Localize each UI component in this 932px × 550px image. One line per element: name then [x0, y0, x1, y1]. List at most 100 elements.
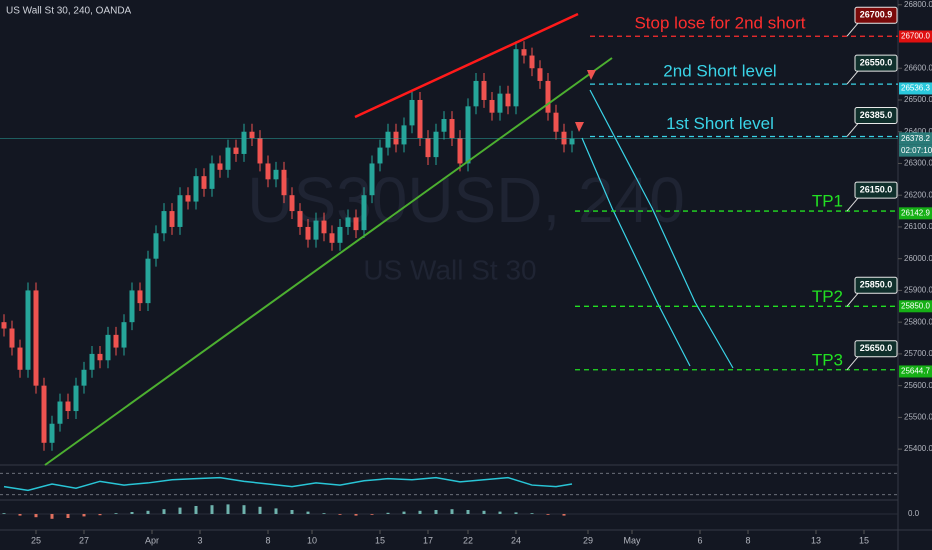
y-tick-label: 26500.0: [904, 95, 932, 104]
candle-body: [265, 163, 271, 180]
candle-body: [353, 217, 359, 231]
histogram-bar: [114, 513, 118, 514]
x-tick-label: 3: [197, 535, 202, 545]
histogram-bar: [162, 509, 166, 514]
sell-marker: [587, 70, 596, 80]
histogram-bar: [82, 514, 86, 517]
candle-body: [369, 163, 375, 196]
projection-path: [581, 137, 691, 367]
candle-body: [169, 211, 175, 227]
x-tick-label: 6: [697, 535, 702, 545]
histogram-bar: [322, 513, 326, 514]
candle-body: [553, 112, 559, 132]
x-tick-label: 24: [511, 535, 521, 545]
level-box-label: 26385.0: [860, 110, 893, 120]
level-box-label: 25650.0: [860, 343, 893, 353]
level-name: Stop lose for 2nd short: [634, 14, 805, 33]
price-badge-label: 25850.0: [901, 301, 930, 310]
price-badge: [899, 30, 932, 43]
level-box: [854, 6, 898, 24]
histogram-bar: [498, 511, 502, 514]
watermark: US30USD, 240: [247, 164, 685, 236]
candle-body: [177, 195, 183, 227]
price-badge: [899, 132, 932, 145]
candle-body: [145, 258, 151, 304]
chart-title: US Wall St 30, 240, OANDA: [6, 6, 132, 17]
level-box-label: 25850.0: [860, 280, 893, 290]
candle-body: [401, 125, 407, 145]
candle-body: [185, 195, 191, 202]
histogram-bar: [178, 507, 182, 514]
candle-body: [49, 423, 55, 443]
candle-body: [129, 290, 135, 323]
y-tick-label: 26400.0: [904, 127, 932, 136]
candle-body: [209, 163, 215, 189]
candle-body: [457, 138, 463, 164]
histogram-bar: [146, 510, 150, 514]
level-connector: [846, 197, 859, 212]
histogram-bar: [210, 505, 214, 514]
candle-body: [345, 217, 351, 227]
candle-body: [281, 169, 287, 196]
y-tick-label: 25800.0: [904, 317, 932, 326]
candle-body: [273, 169, 279, 180]
level-name: 2nd Short level: [663, 62, 776, 81]
x-tick-label: 10: [307, 535, 317, 545]
candle-body: [489, 99, 495, 113]
candle-body: [1, 322, 7, 329]
candle-body: [409, 99, 415, 126]
level-name: TP1: [812, 192, 843, 211]
support-trendline: [44, 57, 613, 466]
candle-body: [113, 334, 119, 348]
x-tick-label: 27: [79, 535, 89, 545]
candle-body: [425, 138, 431, 158]
y-tick-label: 25600.0: [904, 381, 932, 390]
candle-body: [105, 334, 111, 361]
level-name: TP2: [812, 287, 843, 306]
level-connector: [846, 356, 859, 371]
marks: [0, 41, 898, 451]
x-tick-label: May: [623, 535, 641, 545]
histogram-bar: [98, 514, 102, 516]
histogram-bar: [530, 513, 534, 514]
x-tick-label: 8: [745, 535, 750, 545]
histogram-bar: [338, 514, 342, 515]
candle-body: [497, 93, 503, 113]
histogram-bar: [418, 510, 422, 514]
price-badge-label: 26700.0: [901, 32, 930, 41]
x-tick-label: 22: [463, 535, 473, 545]
price-badge: [899, 300, 932, 313]
watermark-subtitle: US Wall St 30: [363, 254, 536, 285]
level-name: TP3: [812, 350, 843, 369]
histogram-bar: [514, 512, 518, 514]
histogram-bar: [258, 506, 262, 514]
y-tick-label: 26300.0: [904, 159, 932, 168]
price-badge: [899, 365, 932, 378]
candle-body: [41, 385, 47, 443]
price-badge-label: 26536.3: [901, 84, 930, 93]
candle-body: [481, 80, 487, 100]
candle-body: [161, 211, 167, 234]
histogram-bar: [370, 514, 374, 515]
x-tick-label: 15: [375, 535, 385, 545]
countdown-badge: [899, 144, 932, 157]
candle-body: [201, 176, 207, 189]
x-tick-label: 15: [859, 535, 869, 545]
candle-body: [465, 106, 471, 164]
level-box-label: 26150.0: [860, 184, 893, 194]
candle-body: [241, 131, 247, 154]
level-connector: [846, 70, 859, 85]
histogram-bar: [226, 504, 230, 514]
candle-body: [545, 80, 551, 113]
candle-body: [329, 233, 335, 243]
oscillator-line: [3, 476, 573, 492]
price-badge-label: 25644.7: [901, 367, 930, 376]
candle-body: [57, 401, 63, 424]
level-box: [854, 106, 898, 124]
candle-body: [449, 119, 455, 139]
histogram-bar: [450, 509, 454, 514]
projection-path: [589, 89, 734, 369]
x-tick-label: 13: [811, 535, 821, 545]
level-box-label: 26550.0: [860, 57, 893, 67]
